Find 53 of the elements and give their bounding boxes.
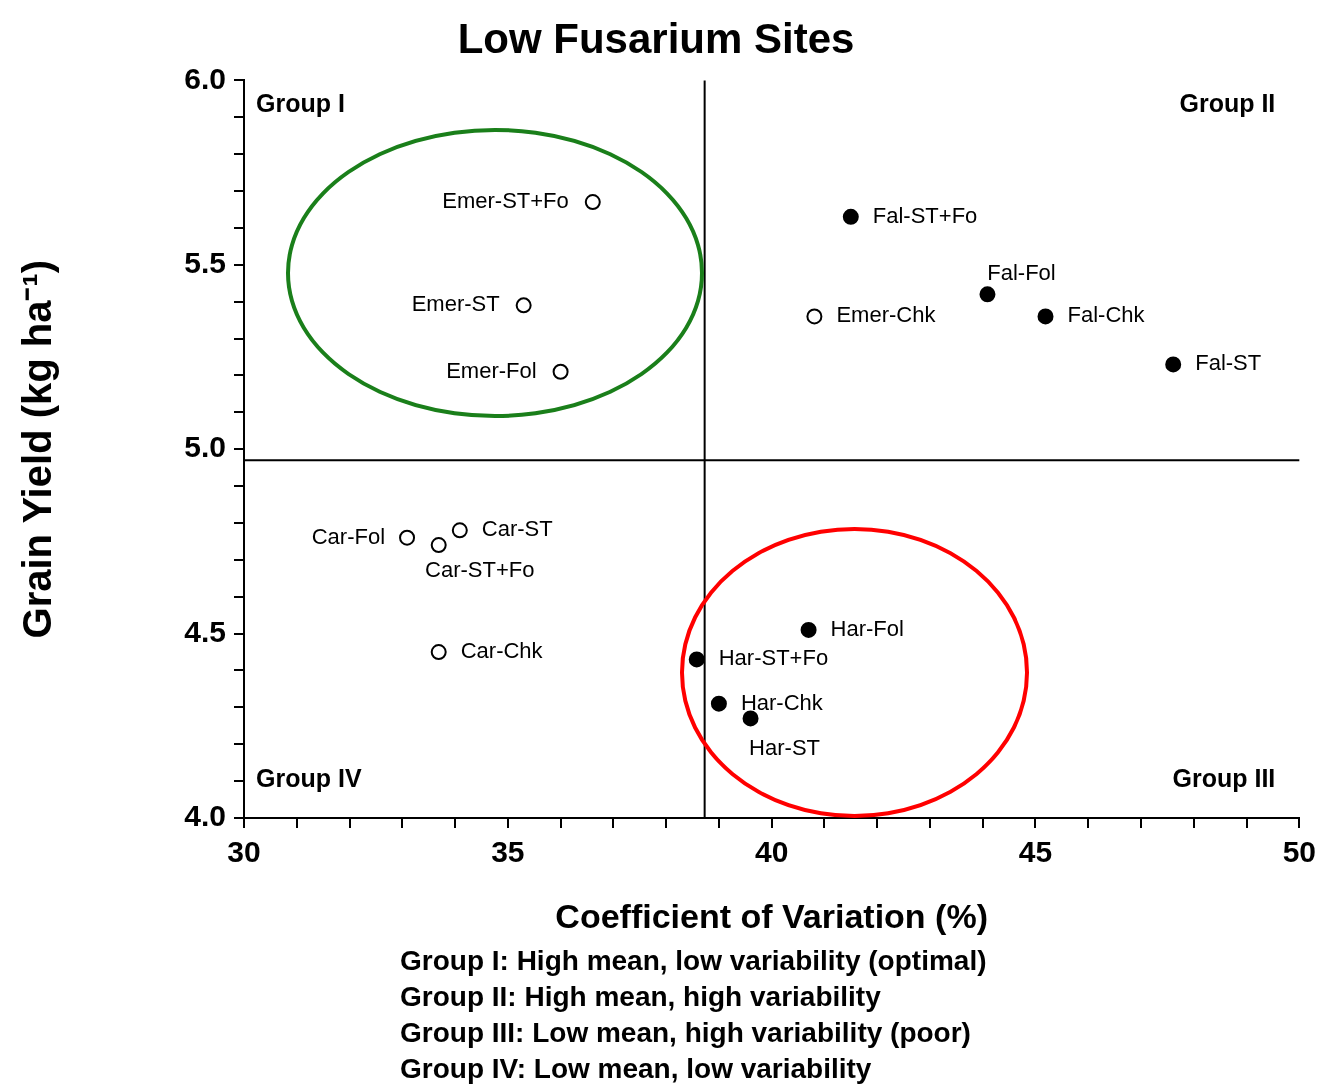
point (842, 208, 859, 225)
annotation: Har-Fol (830, 615, 904, 641)
point (806, 308, 823, 325)
point (584, 194, 601, 211)
point (979, 286, 996, 303)
annotation: Har-ST (749, 735, 820, 761)
annotation: Group I (256, 89, 345, 118)
x-axis-title: Coefficient of Variation (%) (555, 896, 988, 935)
point (399, 529, 416, 546)
annotation: Fal-ST (1195, 350, 1262, 376)
y-tick-label: 6.0 (184, 61, 226, 95)
point (742, 710, 759, 727)
point (515, 297, 532, 314)
point (552, 363, 569, 380)
annotation: Har-ST+Fo (718, 645, 829, 671)
annotation: Emer-ST+Fo (442, 188, 569, 214)
annotation: Emer-ST (411, 291, 500, 317)
point (430, 537, 447, 554)
annotation: Fal-Fol (987, 260, 1056, 286)
annotation: Group II (1179, 89, 1276, 118)
annotation: Fal-Chk (1067, 302, 1146, 328)
point (710, 695, 727, 712)
point (430, 644, 447, 661)
text: Group III: Low mean, high variability (poor) (400, 1016, 972, 1050)
annotation: Car-ST+Fo (424, 557, 535, 583)
annotation: Emer-Chk (836, 302, 937, 328)
chart-title: Low Fusarium Sites (457, 14, 855, 62)
y-axis-title: Grain Yield (kg ha⁻¹) (15, 259, 60, 639)
annotation: Group IV (256, 763, 362, 792)
text: Group II: High mean, high variability (400, 980, 882, 1014)
point (688, 651, 705, 668)
text: Group IV: Low mean, low variability (400, 1052, 873, 1086)
annotation: Car-Chk (460, 638, 544, 664)
x-tick-label: 40 (754, 835, 789, 869)
y-tick-label: 5.5 (184, 246, 226, 280)
x-tick-label: 45 (1018, 835, 1053, 869)
annotation: Car-Fol (311, 523, 386, 549)
point (1037, 308, 1054, 325)
annotation: Emer-Fol (446, 357, 537, 383)
y-tick-label: 5.0 (184, 430, 226, 464)
x-tick-label: 50 (1282, 835, 1316, 869)
x-tick-label: 35 (491, 835, 525, 869)
x-tick-label: 30 (227, 835, 261, 869)
point (451, 522, 468, 539)
text: Group I: High mean, low variability (optimal) (400, 944, 988, 978)
annotation: Har-Chk (740, 689, 824, 715)
y-tick-label: 4.5 (184, 614, 226, 648)
point (800, 621, 817, 638)
y-tick-label: 4.0 (184, 799, 226, 833)
point (1165, 356, 1182, 373)
annotation: Car-ST (481, 516, 553, 542)
annotation: Fal-ST+Fo (872, 202, 978, 228)
annotation: Group III (1172, 763, 1276, 792)
